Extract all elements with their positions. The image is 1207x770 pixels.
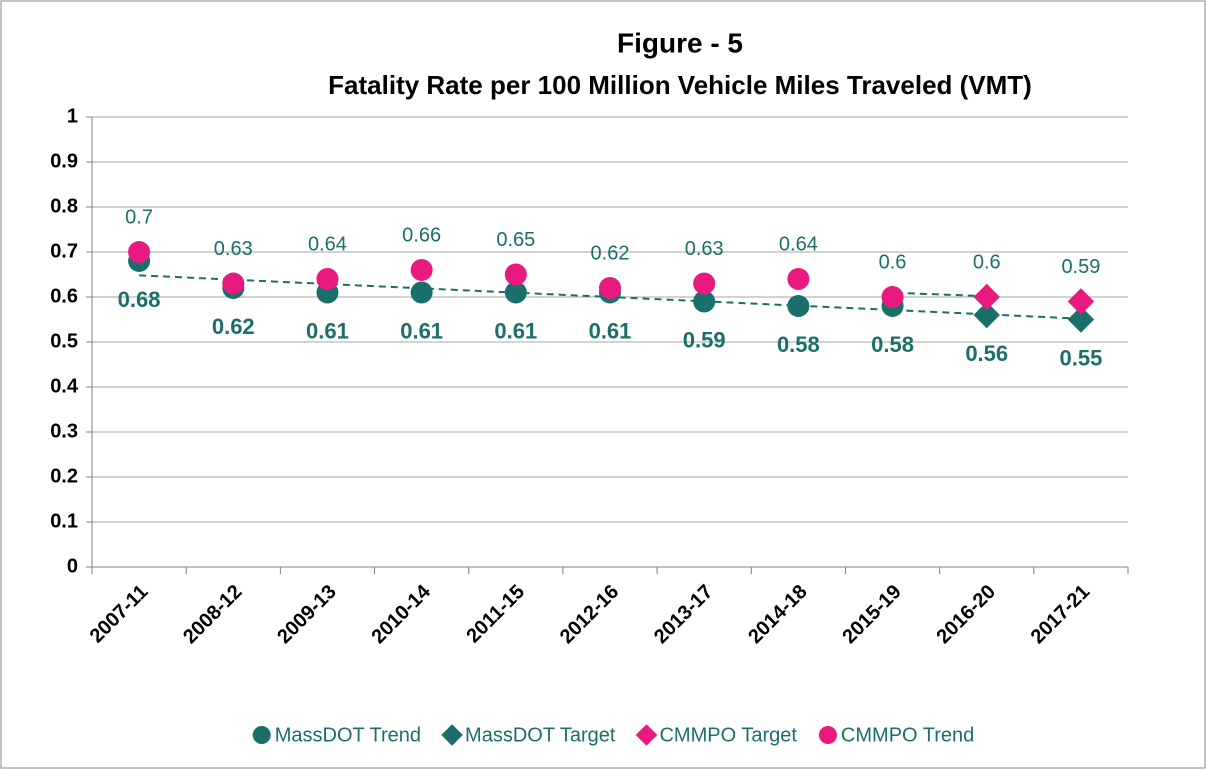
circle-marker [787, 268, 810, 290]
circle-marker [222, 272, 245, 295]
data-label: 0.56 [965, 341, 1008, 366]
diamond-marker [635, 724, 658, 746]
y-tick-label: 0.2 [50, 465, 78, 487]
y-tick-label: 0.9 [50, 150, 78, 172]
circle-marker [128, 241, 151, 263]
data-label: 0.63 [214, 238, 253, 260]
circle-marker [410, 281, 433, 304]
diamond-marker [441, 724, 463, 746]
diamond-marker [973, 283, 1000, 311]
y-tick-label: 0.4 [50, 375, 79, 397]
circle-marker [504, 263, 527, 286]
circle-marker [881, 286, 904, 308]
diamond-marker [1067, 288, 1095, 315]
data-label: 0.6 [879, 251, 907, 273]
y-tick-label: 0.6 [50, 285, 78, 307]
data-label: 0.58 [871, 332, 914, 357]
y-tick-label: 1 [67, 105, 78, 127]
data-label: 0.61 [589, 318, 632, 343]
circle-marker [410, 259, 433, 281]
data-label: 0.68 [118, 287, 161, 312]
y-tick-label: 0.8 [50, 195, 78, 217]
data-label: 0.59 [683, 327, 726, 352]
y-tick-label: 0.3 [50, 420, 78, 442]
data-label: 0.61 [494, 318, 537, 343]
circle-marker [252, 726, 271, 744]
diamond-marker [973, 301, 1000, 329]
circle-marker [818, 726, 837, 744]
y-tick-label: 0.5 [50, 330, 78, 352]
circle-marker [787, 295, 810, 317]
chart-subtitle: Fatality Rate per 100 Million Vehicle Mi… [328, 70, 1032, 100]
y-tick-label: 0 [67, 555, 78, 577]
data-label: 0.64 [308, 233, 347, 255]
trendline [892, 291, 987, 298]
legend-label: CMMPO Trend [841, 724, 974, 746]
circle-marker [316, 268, 339, 290]
circle-marker [693, 290, 716, 313]
data-label: 0.6 [973, 251, 1001, 273]
y-tick-label: 0.1 [50, 510, 78, 532]
data-label: 0.66 [402, 224, 441, 246]
y-tick-label: 0.7 [50, 240, 78, 262]
legend-label: MassDOT Trend [275, 724, 421, 746]
circle-marker [599, 277, 621, 299]
data-label: 0.59 [1061, 256, 1100, 278]
circle-marker [504, 281, 527, 304]
chart-title: Figure - 5 [617, 27, 743, 58]
data-label: 0.62 [212, 314, 255, 339]
data-label: 0.62 [591, 242, 630, 264]
data-label: 0.55 [1059, 345, 1102, 370]
data-label: 0.61 [306, 318, 349, 343]
legend: MassDOT Trend MassDOT Target CMMPO Target C… [252, 724, 974, 746]
diamond-marker [1067, 306, 1095, 333]
legend-label: MassDOT Target [465, 724, 616, 746]
data-label: 0.65 [496, 229, 535, 251]
legend-label: CMMPO Target [659, 724, 797, 746]
data-label: 0.61 [400, 318, 443, 343]
data-label: 0.58 [777, 332, 820, 357]
data-label: 0.63 [685, 238, 724, 260]
data-label: 0.64 [779, 233, 818, 255]
data-label: 0.7 [125, 206, 153, 228]
circle-marker [693, 272, 716, 295]
